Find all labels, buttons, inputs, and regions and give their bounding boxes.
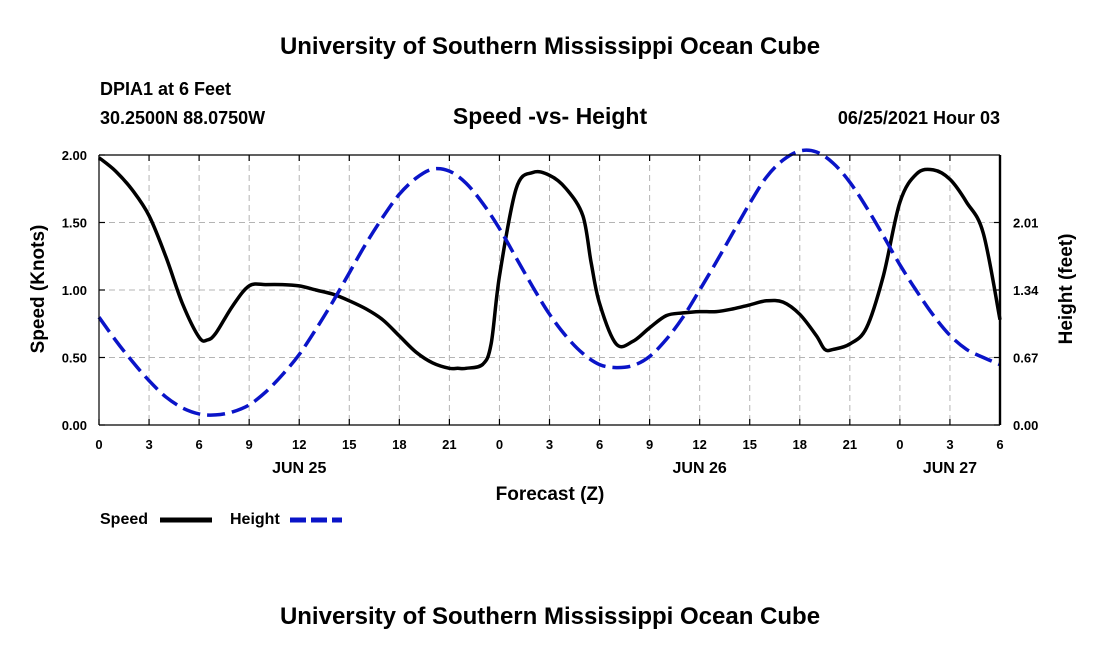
y-axis-label-right: Height (feet) bbox=[1056, 234, 1077, 345]
station-label: DPIA1 at 6 Feet bbox=[100, 79, 231, 99]
x-tick-label: 3 bbox=[145, 437, 152, 452]
y-tick-label: 1.00 bbox=[62, 283, 87, 298]
x-axis-label: Forecast (Z) bbox=[496, 484, 605, 505]
x-tick-label: 18 bbox=[392, 437, 406, 452]
bottom-title: University of Southern Mississippi Ocean… bbox=[280, 603, 820, 630]
x-tick-label: 12 bbox=[692, 437, 706, 452]
data-series bbox=[97, 148, 1002, 417]
x-tick-label: 9 bbox=[246, 437, 253, 452]
y2-tick-label: 2.01 bbox=[1013, 216, 1038, 231]
y-tick-label: 0.00 bbox=[62, 418, 87, 433]
x-tick-label: 15 bbox=[742, 437, 756, 452]
x-tick-label: 6 bbox=[596, 437, 603, 452]
axis-ticks: 0 3 6 9 12 15 18 21 0 3 6 9 12 15 18 21 0 3 6 0.00 0.50 1.00 1… bbox=[62, 148, 1039, 477]
chart-title: Speed -vs- Height bbox=[453, 103, 648, 129]
legend-height-label: Height bbox=[230, 511, 280, 528]
date-label: JUN 27 bbox=[923, 460, 977, 477]
x-tick-label: 6 bbox=[996, 437, 1003, 452]
y2-tick-label: 0.67 bbox=[1013, 351, 1038, 366]
datetime-label: 06/25/2021 Hour 03 bbox=[838, 108, 1000, 128]
x-tick-label: 0 bbox=[496, 437, 503, 452]
speed-series-line bbox=[97, 156, 1002, 371]
y-tick-label: 2.00 bbox=[62, 148, 87, 163]
x-tick-label: 21 bbox=[843, 437, 857, 452]
y-tick-label: 0.50 bbox=[62, 351, 87, 366]
x-tick-label: 9 bbox=[646, 437, 653, 452]
y-axis-label-left: Speed (Knots) bbox=[28, 225, 49, 354]
y2-tick-label: 1.34 bbox=[1013, 283, 1039, 298]
x-tick-label: 15 bbox=[342, 437, 356, 452]
x-tick-label: 18 bbox=[793, 437, 807, 452]
x-tick-label: 12 bbox=[292, 437, 306, 452]
date-label: JUN 25 bbox=[272, 460, 326, 477]
height-series-line bbox=[97, 148, 1001, 417]
x-tick-label: 6 bbox=[195, 437, 202, 452]
coordinates-label: 30.2500N 88.0750W bbox=[100, 108, 265, 128]
top-title: University of Southern Mississippi Ocean… bbox=[280, 33, 820, 60]
x-tick-label: 0 bbox=[95, 437, 102, 452]
x-tick-label: 21 bbox=[442, 437, 456, 452]
y-tick-label: 1.50 bbox=[62, 216, 87, 231]
date-label: JUN 26 bbox=[673, 460, 727, 477]
grid-lines bbox=[99, 155, 1000, 425]
y2-tick-label: 0.00 bbox=[1013, 418, 1038, 433]
x-tick-label: 0 bbox=[896, 437, 903, 452]
legend-speed-label: Speed bbox=[100, 511, 148, 528]
x-tick-label: 3 bbox=[946, 437, 953, 452]
legend: Speed Height bbox=[100, 511, 342, 528]
x-tick-label: 3 bbox=[546, 437, 553, 452]
